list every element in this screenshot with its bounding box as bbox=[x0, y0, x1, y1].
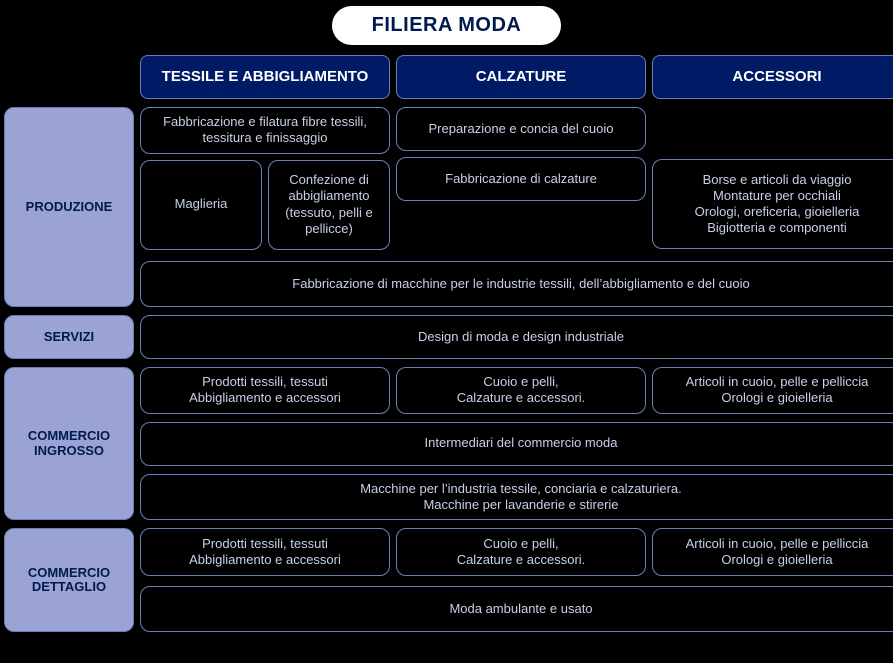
col-header-tessile: TESSILE E ABBIGLIAMENTO bbox=[140, 55, 390, 99]
cell-design-moda: Design di moda e design industriale bbox=[140, 315, 893, 359]
cell-ingrosso-accessori: Articoli in cuoio, pelle e pelliccia Oro… bbox=[652, 367, 893, 414]
spacer bbox=[140, 466, 893, 474]
cell-macchine-industrie: Fabbricazione di macchine per le industr… bbox=[140, 261, 893, 307]
spacer bbox=[4, 99, 893, 107]
col-header-accessori: ACCESSORI bbox=[652, 55, 893, 99]
cell-confezione: Confezione di abbigliamento (tessuto, pe… bbox=[268, 160, 390, 250]
produzione-accessori-group: Borse e articoli da viaggio Montature pe… bbox=[652, 107, 893, 251]
diagram-grid: TESSILE E ABBIGLIAMENTO CALZATURE ACCESS… bbox=[0, 55, 893, 632]
cell-concia-cuoio: Preparazione e concia del cuoio bbox=[396, 107, 646, 151]
spacer bbox=[4, 359, 893, 367]
cell-ingrosso-tessile: Prodotti tessili, tessuti Abbigliamento … bbox=[140, 367, 390, 414]
row-header-servizi: SERVIZI bbox=[4, 315, 134, 359]
cell-dettaglio-tessile: Prodotti tessili, tessuti Abbigliamento … bbox=[140, 528, 390, 576]
col-header-calzature: CALZATURE bbox=[396, 55, 646, 99]
title-row: FILIERA MODA bbox=[0, 0, 893, 55]
cell-tessile-fabbricazione: Fabbricazione e filatura fibre tessili, … bbox=[140, 107, 390, 154]
spacer bbox=[140, 414, 893, 422]
cell-macchine-conciaria: Macchine per l’industria tessile, concia… bbox=[140, 474, 893, 521]
row-header-produzione: PRODUZIONE bbox=[4, 107, 134, 307]
row-header-dettaglio: COMMERCIO DETTAGLIO bbox=[4, 528, 134, 632]
diagram-title: FILIERA MODA bbox=[332, 6, 562, 45]
produzione-tessile-group: Fabbricazione e filatura fibre tessili, … bbox=[140, 107, 390, 251]
cell-moda-ambulante: Moda ambulante e usato bbox=[140, 586, 893, 632]
spacer bbox=[140, 251, 893, 259]
cell-accessori-produzione: Borse e articoli da viaggio Montature pe… bbox=[652, 159, 893, 249]
cell-dettaglio-accessori: Articoli in cuoio, pelle e pelliccia Oro… bbox=[652, 528, 893, 576]
spacer bbox=[4, 55, 134, 99]
spacer bbox=[140, 576, 893, 584]
produzione-calzature-group: Preparazione e concia del cuoio Fabbrica… bbox=[396, 107, 646, 251]
row-header-ingrosso: COMMERCIO INGROSSO bbox=[4, 367, 134, 520]
spacer bbox=[4, 520, 893, 528]
cell-ingrosso-calzature: Cuoio e pelli, Calzature e accessori. bbox=[396, 367, 646, 414]
cell-maglieria: Maglieria bbox=[140, 160, 262, 250]
cell-intermediari: Intermediari del commercio moda bbox=[140, 422, 893, 466]
cell-fabbricazione-calzature: Fabbricazione di calzature bbox=[396, 157, 646, 201]
spacer bbox=[4, 307, 893, 315]
cell-dettaglio-calzature: Cuoio e pelli, Calzature e accessori. bbox=[396, 528, 646, 576]
